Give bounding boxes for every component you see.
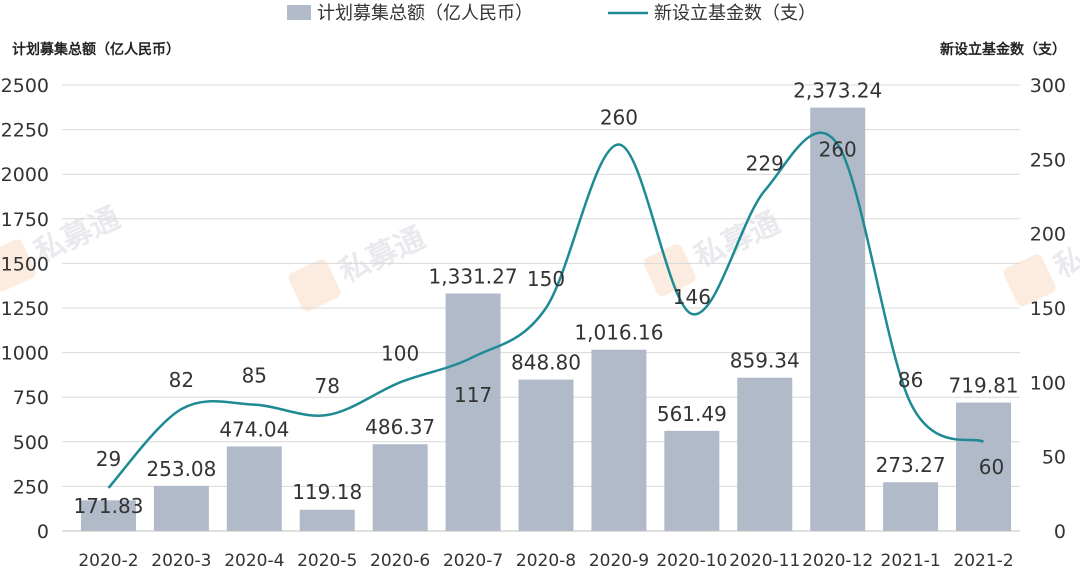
y-right-tick-label: 0 [1054, 521, 1066, 543]
bar-data-label: 1,016.16 [574, 321, 663, 345]
right-y-axis: 0 50 100 150 200 250 300 [1030, 75, 1066, 543]
left-y-axis: 0 250 500 750 1000 1250 1500 1750 2000 2250 2500 [1, 75, 49, 543]
line-data-label: 85 [242, 364, 267, 388]
y-left-tick-label: 1000 [1, 343, 49, 365]
x-tick-label: 2020-11 [729, 551, 800, 571]
bar [372, 444, 428, 531]
y-right-tick-label: 250 [1030, 149, 1066, 171]
line-path [107, 131, 985, 489]
y-right-tick-label: 50 [1042, 447, 1066, 469]
x-tick-label: 2020-5 [297, 551, 357, 571]
x-axis: 2020-2 2020-3 2020-4 2020-5 2020-6 2020-7 2020… [62, 530, 1020, 571]
line-data-label: 86 [898, 368, 923, 392]
y-left-tick-label: 250 [13, 476, 49, 498]
y-left-tick-label: 0 [37, 521, 49, 543]
right-axis-title: 新设立基金数（支） [940, 41, 1066, 58]
line-data-label: 260 [819, 137, 857, 161]
line-data-labels: 29 82 85 78 100 117 150 260 146 229 260 86 60 [96, 105, 1005, 478]
line-data-label: 78 [315, 374, 340, 398]
y-left-tick-label: 500 [13, 432, 49, 454]
y-right-tick-label: 300 [1030, 75, 1066, 97]
legend-line-label: 新设立基金数（支） [654, 3, 816, 24]
bar-data-label: 848.80 [511, 351, 581, 375]
bar-data-label: 273.27 [876, 453, 946, 477]
bar [445, 293, 501, 531]
bar-data-label: 486.37 [365, 415, 435, 439]
line-data-label: 117 [454, 383, 492, 407]
x-tick-label: 2020-10 [656, 551, 727, 571]
y-right-tick-label: 200 [1030, 224, 1066, 246]
watermark: 私募通 私募通 私募通 私募通 [0, 200, 1080, 312]
watermark-logo-mark [0, 239, 36, 292]
x-tick-label: 2020-9 [589, 551, 649, 571]
bar [226, 446, 282, 531]
x-tick-label: 2020-6 [370, 551, 430, 571]
bar-series [80, 107, 1012, 531]
legend: 计划募集总额（亿人民币） 新设立基金数（支） [287, 3, 816, 24]
y-left-tick-label: 2250 [1, 120, 49, 142]
bar [883, 482, 939, 531]
watermark-logo-mark [288, 259, 341, 312]
legend-bar-swatch [287, 5, 311, 20]
bar [810, 107, 866, 531]
bar [956, 402, 1012, 531]
bar-data-label: 119.18 [292, 480, 362, 504]
x-tick-label: 2020-12 [802, 551, 873, 571]
x-tick-label: 2020-2 [78, 551, 138, 571]
line-series [107, 131, 985, 489]
bar-data-label: 561.49 [657, 402, 727, 426]
bar [737, 377, 793, 531]
y-left-tick-label: 2000 [1, 164, 49, 186]
watermark-logo-mark [1003, 254, 1056, 307]
line-data-label: 260 [600, 105, 638, 129]
legend-bar-label: 计划募集总额（亿人民币） [317, 3, 533, 24]
line-data-label: 29 [96, 447, 121, 471]
bar [80, 500, 136, 531]
watermark-logo: 私募通 [288, 220, 430, 312]
x-tick-label: 2020-3 [151, 551, 211, 571]
line-data-label: 100 [381, 341, 419, 365]
bar [153, 485, 209, 531]
x-tick-label: 2020-7 [443, 551, 503, 571]
bar-data-label: 171.83 [73, 494, 143, 518]
watermark-text: 私募通 [334, 220, 430, 290]
line-data-label: 146 [673, 285, 711, 309]
x-tick-label: 2021-1 [881, 551, 941, 571]
bar-data-label: 474.04 [219, 417, 289, 441]
bar-data-label: 2,373.24 [793, 79, 882, 103]
y-left-tick-label: 1500 [1, 253, 49, 275]
left-axis-title: 计划募集总额（亿人民币） [12, 41, 180, 58]
y-left-tick-label: 1250 [1, 298, 49, 320]
line-data-label: 150 [527, 267, 565, 291]
line-data-label: 229 [746, 152, 784, 176]
y-right-tick-label: 100 [1030, 372, 1066, 394]
y-left-tick-label: 1750 [1, 209, 49, 231]
line-data-label: 82 [169, 368, 194, 392]
bar-data-label: 1,331.27 [429, 265, 518, 289]
y-left-tick-label: 750 [13, 387, 49, 409]
watermark-text: 私募通 [689, 205, 785, 275]
bar [664, 430, 720, 531]
x-tick-label: 2021-2 [953, 551, 1013, 571]
y-right-tick-label: 150 [1030, 298, 1066, 320]
x-tick-label: 2020-4 [224, 551, 284, 571]
bar-data-label: 253.08 [146, 457, 216, 481]
bar-data-label: 719.81 [949, 374, 1019, 398]
bar-data-label: 859.34 [730, 349, 800, 373]
bar [591, 349, 647, 531]
bar [299, 509, 355, 531]
x-tick-label: 2020-8 [516, 551, 576, 571]
bar [518, 379, 574, 531]
y-left-tick-label: 2500 [1, 75, 49, 97]
line-data-label: 60 [979, 455, 1004, 479]
